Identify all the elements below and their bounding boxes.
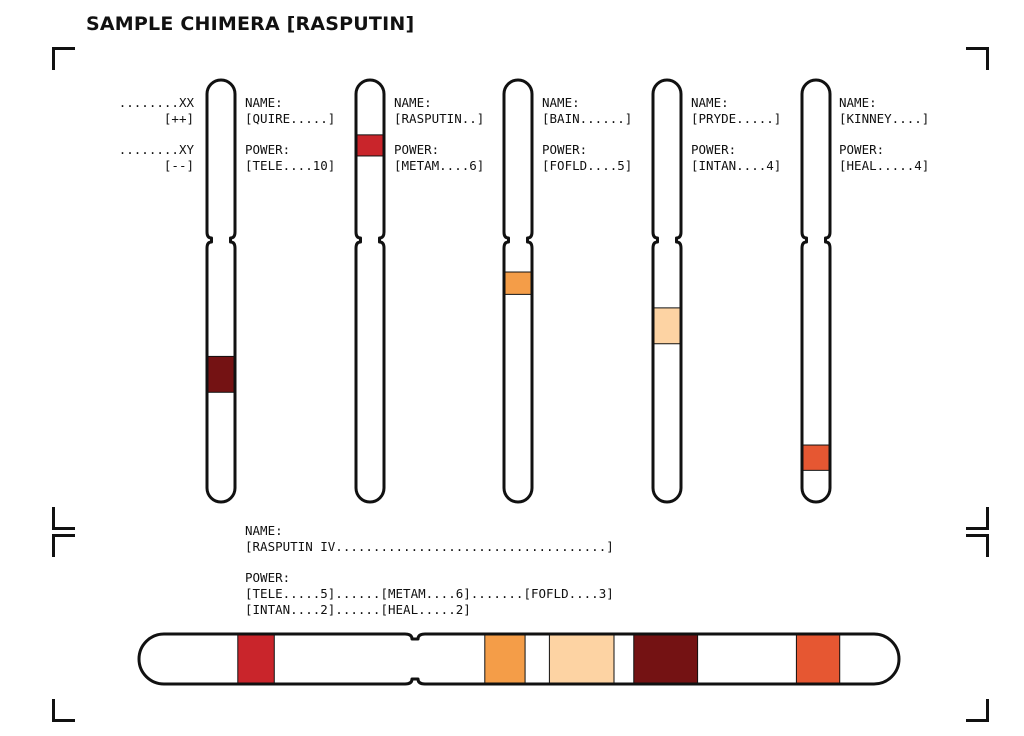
chromosome (502, 78, 534, 504)
donor-power: [HEAL.....4] (839, 158, 930, 173)
power-label: POWER: (245, 570, 291, 585)
donor-name: [PRYDE.....] (691, 111, 782, 126)
chimera-chromosome (137, 632, 901, 686)
chimera-band-fofld (484, 634, 526, 684)
power-band (504, 271, 532, 295)
frame-corner-mid-left-bottom (52, 507, 75, 530)
legend-xy-label: ........XY (118, 142, 194, 157)
chimera-band-heal (795, 634, 841, 684)
power-band (356, 134, 384, 157)
name-label: NAME: (542, 95, 580, 110)
frame-corner-mid-right-top (966, 534, 989, 557)
power-label: POWER: (394, 142, 440, 157)
donor-name: [RASPUTIN..] (394, 111, 485, 126)
legend-xx-label: ........XX (118, 95, 194, 110)
donor-power: [FOFLD....5] (542, 158, 633, 173)
name-label: NAME: (394, 95, 432, 110)
donor-power: [INTAN....4] (691, 158, 782, 173)
chimera-band-intan (548, 634, 615, 684)
chimera-power-line-1: [TELE.....5]......[METAM....6].......[FO… (245, 586, 614, 601)
name-label: NAME: (245, 95, 283, 110)
legend-xy-mark: [--] (163, 158, 194, 173)
frame-corner-bottom-right (966, 699, 989, 722)
donor-name: [BAIN......] (542, 111, 633, 126)
donor-name: [KINNEY....] (839, 111, 930, 126)
frame-corner-top-right (966, 47, 989, 70)
page-title: SAMPLE CHIMERA [RASPUTIN] (86, 13, 415, 35)
name-label: NAME: (245, 523, 283, 538)
donor-name: [QUIRE.....] (245, 111, 336, 126)
legend-xx-mark: [++] (163, 111, 194, 126)
name-label: NAME: (839, 95, 877, 110)
power-band (207, 355, 235, 393)
chromosome (800, 78, 832, 504)
power-band (653, 307, 681, 345)
chromosome-fill (207, 80, 235, 502)
chromosome-outline (800, 78, 832, 504)
chromosome-fill (802, 80, 830, 502)
frame-corner-bottom-left (52, 699, 75, 722)
chromosome-fill (356, 80, 384, 502)
power-band (802, 444, 830, 471)
chimera-band-tele (633, 634, 699, 684)
chromosome-outline (354, 78, 386, 504)
chimera-power-line-2: [INTAN....2]......[HEAL.....2] (245, 602, 471, 617)
chromosome-outline (651, 78, 683, 504)
chromosome-fill (653, 80, 681, 502)
chromosome-outline (502, 78, 534, 504)
chromosome (354, 78, 386, 504)
frame-corner-top-left (52, 47, 75, 70)
power-label: POWER: (245, 142, 291, 157)
power-label: POWER: (691, 142, 737, 157)
chromosome-outline (205, 78, 237, 504)
frame-corner-mid-left-top (52, 534, 75, 557)
chimera-outline (137, 632, 901, 686)
power-label: POWER: (542, 142, 588, 157)
chromosome (651, 78, 683, 504)
frame-corner-mid-right-bottom (966, 507, 989, 530)
power-label: POWER: (839, 142, 885, 157)
name-label: NAME: (691, 95, 729, 110)
chimera-band-metam (237, 634, 275, 684)
donor-power: [METAM....6] (394, 158, 485, 173)
chimera-name: [RASPUTIN IV............................… (245, 539, 614, 554)
donor-power: [TELE....10] (245, 158, 336, 173)
chromosome (205, 78, 237, 504)
